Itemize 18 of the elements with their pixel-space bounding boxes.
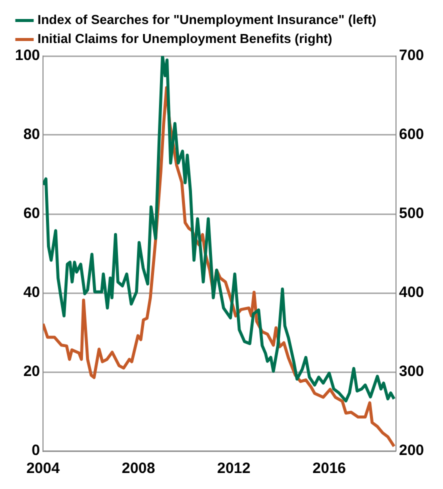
y-tick-label: 20: [23, 363, 40, 380]
legend-label: Index of Searches for "Unemployment Insurance" (left): [38, 12, 376, 28]
y2-tick-label: 500: [398, 205, 424, 222]
y-tick-label: 0: [32, 442, 40, 460]
y-tick-label: 60: [23, 205, 40, 222]
legend-label: Initial Claims for Unemployment Benefits (right): [38, 31, 332, 46]
y-tick-label: 80: [23, 126, 40, 144]
y-tick-label: 100: [14, 47, 40, 64]
y2-tick-label: 200: [398, 442, 424, 460]
y2-tick-label: 700: [398, 47, 424, 64]
y-tick-label: 40: [23, 284, 40, 302]
x-tick-label: 2016: [312, 460, 346, 478]
x-tick-label: 2004: [26, 460, 60, 478]
x-tick-label: 2008: [122, 460, 156, 478]
x-tick-label: 2012: [217, 460, 250, 478]
y2-tick-label: 400: [398, 284, 424, 302]
y2-tick-label: 600: [398, 126, 424, 144]
y2-tick-label: 300: [398, 363, 424, 380]
